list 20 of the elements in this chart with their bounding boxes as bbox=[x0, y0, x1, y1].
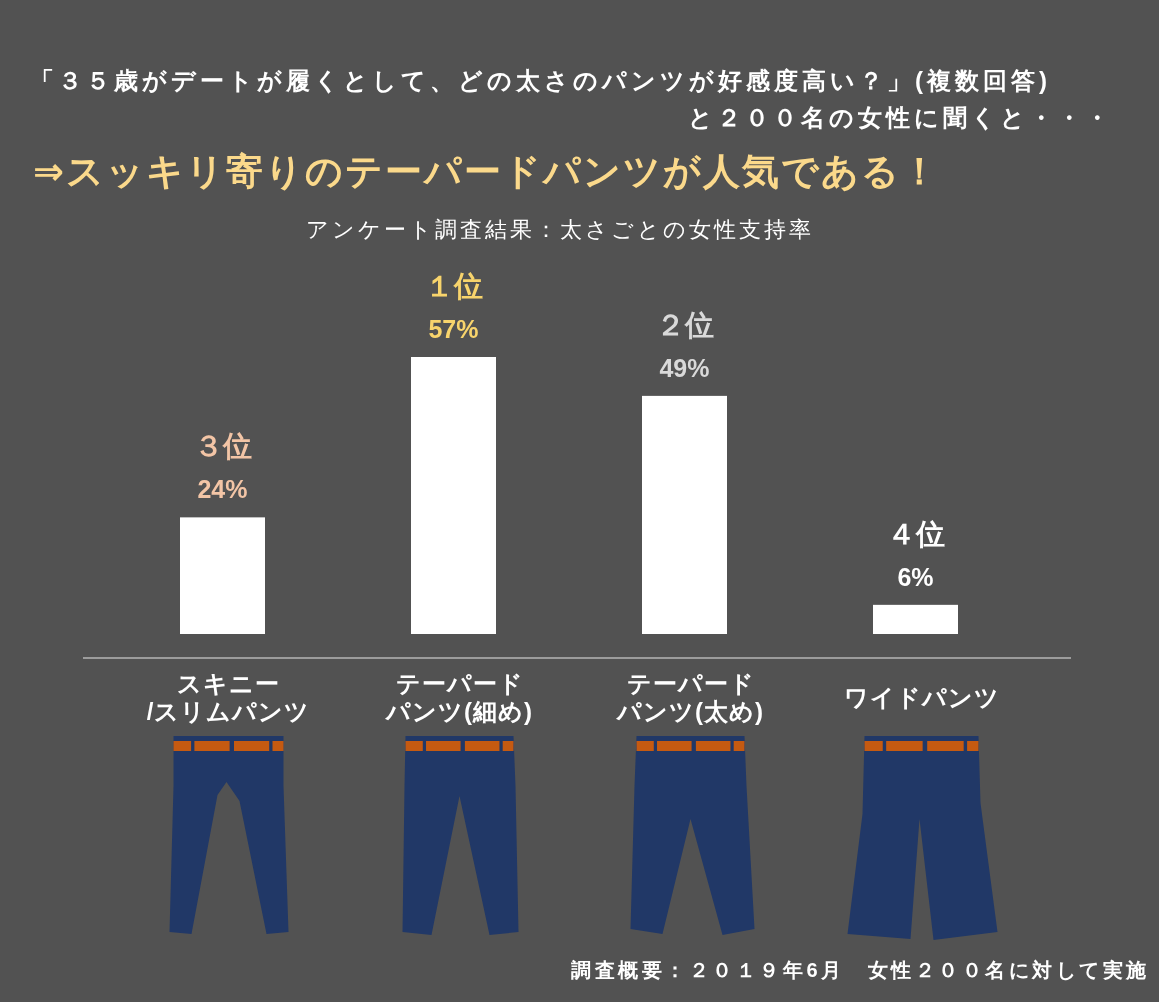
x-tick-label: ワイドパンツ bbox=[843, 684, 1000, 711]
bar bbox=[642, 395, 727, 634]
text: アンケート調査結果：太さごとの女性支持率 bbox=[306, 217, 814, 242]
chart-subtitle: ⇒スッキリ寄りのテーパードパンツが人気である！ bbox=[33, 151, 941, 192]
data-label: 57% bbox=[428, 315, 479, 343]
data-label: 24% bbox=[197, 475, 248, 504]
x-tick-label: スキニー/スリムパンツ bbox=[146, 670, 311, 725]
x-tick-label: テーパードパンツ(細め) bbox=[384, 670, 533, 725]
x-tick-label: テーパードパンツ(太め) bbox=[615, 670, 764, 725]
bar bbox=[873, 604, 958, 634]
annotation: ４位 bbox=[886, 517, 945, 550]
data-label: 6% bbox=[897, 562, 934, 591]
annotation: ２位 bbox=[655, 308, 714, 341]
bar bbox=[180, 517, 265, 634]
text: 調査概要：２０１９年6月 女性２００名に対して実施 bbox=[571, 959, 1150, 981]
annotation: ３位 bbox=[193, 430, 252, 463]
bar bbox=[411, 357, 496, 634]
chart-title: 「３５歳がデートが履くとして、どの太さのパンツが好感度高い？」(複数回答) と２００名の女性に聞くと・・・ bbox=[30, 67, 1113, 131]
annotation: １位 bbox=[424, 270, 483, 302]
data-label: 49% bbox=[659, 353, 710, 382]
